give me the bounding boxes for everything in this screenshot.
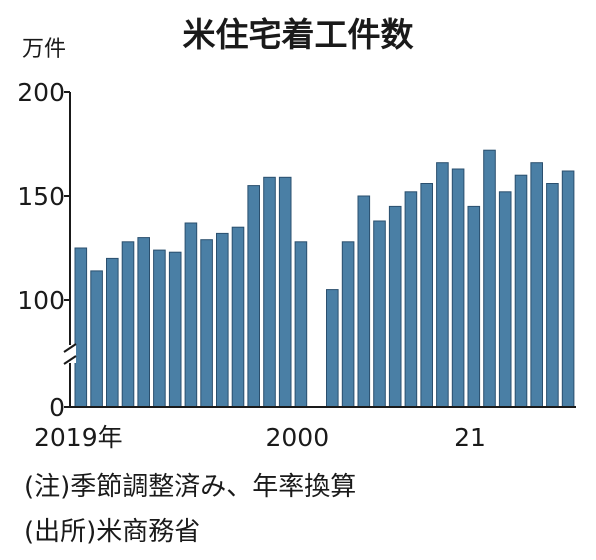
- bar-2019-12: [247, 185, 260, 408]
- bar-2019-03: [106, 257, 119, 408]
- source-note: (出所)米商務省: [24, 517, 201, 547]
- bar-2020-11: [420, 183, 433, 408]
- y-axis-unit: 万件: [22, 37, 66, 62]
- bar-2020-10: [404, 191, 418, 408]
- y-tick-label-150: 150: [17, 182, 65, 211]
- bar-2021-06: [530, 162, 544, 408]
- bar-2019-11: [231, 226, 245, 408]
- bar-2019-10: [216, 232, 229, 408]
- bar-2020-07: [357, 195, 371, 408]
- bar-2020-12: [436, 162, 449, 408]
- bar-2021-08: [561, 170, 575, 408]
- bar-2021-04: [498, 191, 512, 408]
- bar-2020-01: [263, 176, 276, 408]
- bar-chart: 米住宅着工件数 万件 0 100 150 200 2019年 2000 21: [17, 15, 576, 452]
- bar-2021-05: [514, 174, 528, 408]
- y-tick-labels: 0 100 150 200: [17, 78, 70, 422]
- bar-2019-05: [137, 237, 150, 408]
- bar-2020-08: [373, 220, 386, 408]
- axis-break-mark: [63, 355, 77, 365]
- axes-group: [63, 92, 576, 408]
- axis-break-mark: [63, 343, 77, 353]
- y-tick-label-0: 0: [49, 393, 65, 422]
- y-tick-label-100: 100: [17, 286, 65, 315]
- bar-2021-01: [451, 168, 465, 408]
- bars-group: [74, 149, 575, 408]
- bar-2020-09: [388, 205, 402, 408]
- adjustment-note: (注)季節調整済み、年率換算: [24, 472, 357, 502]
- bar-2019-01: [74, 247, 88, 408]
- bar-2020-02: [278, 176, 292, 408]
- bar-2019-07: [168, 251, 182, 408]
- bar-2020-03: [294, 241, 308, 408]
- bar-2020-06: [341, 241, 355, 408]
- bar-2019-06: [153, 249, 166, 408]
- x-tick-label-21: 21: [454, 423, 486, 452]
- x-tick-labels: 2019年 2000 21: [34, 423, 486, 452]
- bar-2020-05: [326, 289, 339, 408]
- bar-2021-07: [546, 183, 559, 408]
- bar-2019-09: [200, 239, 213, 408]
- bar-2021-03: [483, 149, 496, 408]
- bar-2019-02: [90, 270, 103, 408]
- x-tick-label-2019年: 2019年: [34, 423, 123, 452]
- bar-2019-04: [121, 241, 135, 408]
- bar-2021-02: [467, 205, 481, 408]
- bar-2019-08: [184, 222, 198, 408]
- y-tick-label-200: 200: [17, 78, 65, 107]
- x-tick-label-2000: 2000: [266, 423, 330, 452]
- chart-title: 米住宅着工件数: [183, 15, 415, 54]
